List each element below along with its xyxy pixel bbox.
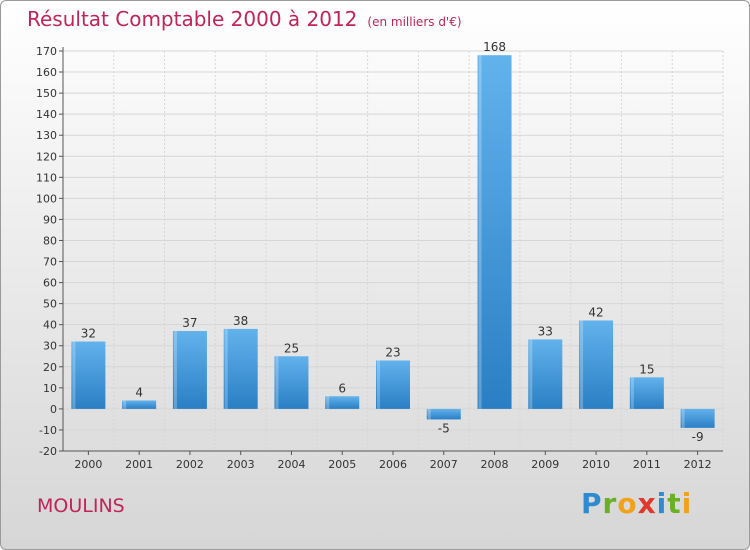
bar-highlight — [275, 356, 279, 409]
x-tick-label: 2011 — [633, 458, 661, 471]
y-tick-label: 80 — [43, 234, 57, 247]
bar-highlight — [377, 360, 380, 409]
x-tick-label: 2010 — [582, 458, 610, 471]
proxiti-logo-letter: i — [681, 487, 693, 520]
value-label: 23 — [385, 345, 400, 359]
y-tick-label: 130 — [36, 129, 57, 142]
x-tick-label: 2001 — [125, 458, 153, 471]
x-tick-label: 2009 — [531, 458, 559, 471]
y-tick-label: 90 — [43, 213, 57, 226]
bar-highlight — [173, 331, 177, 409]
x-tick-label: 2005 — [328, 458, 356, 471]
city-name: MOULINS — [37, 495, 125, 517]
y-tick-label: 160 — [36, 66, 57, 79]
y-tick-label: -10 — [39, 424, 57, 437]
value-label: 4 — [135, 385, 143, 399]
proxiti-logo-letter: o — [617, 487, 638, 520]
y-tick-label: 120 — [36, 150, 57, 163]
x-tick-label: 2006 — [379, 458, 407, 471]
x-tick-label: 2000 — [74, 458, 102, 471]
bar-highlight — [224, 328, 228, 409]
bar-highlight — [478, 55, 482, 409]
bars — [71, 55, 715, 428]
proxiti-logo-letter: r — [602, 487, 618, 520]
y-tick-label: 10 — [43, 382, 57, 395]
y-tick-label: 50 — [43, 298, 57, 311]
bar-highlight — [123, 400, 127, 409]
value-label: 42 — [588, 305, 603, 319]
y-tick-label: 170 — [36, 45, 57, 58]
labels: -20 -10 0 10 20 30 40 50 60 70 80 90 100 110 120 130 140… — [36, 40, 712, 471]
bar-highlight — [427, 408, 431, 420]
bar — [274, 356, 309, 409]
x-tick-label: 2008 — [481, 458, 509, 471]
chart-title: Résultat Comptable 2000 à 2012 (en millie… — [27, 7, 462, 31]
axes — [59, 47, 723, 455]
bar — [376, 360, 410, 409]
bar-highlight — [72, 341, 76, 409]
proxiti-logo[interactable]: Proxiti — [581, 487, 692, 520]
bar-highlight — [326, 396, 330, 409]
y-tick-label: 70 — [43, 256, 57, 269]
bar-highlight — [681, 408, 685, 428]
bar — [325, 396, 360, 409]
bar — [477, 55, 512, 409]
y-tick-label: 100 — [36, 192, 57, 205]
x-tick-label: 2003 — [227, 458, 255, 471]
bar — [579, 320, 614, 409]
y-tick-label: 0 — [50, 403, 57, 416]
y-tick-label: 110 — [36, 171, 57, 184]
y-tick-label: 20 — [43, 361, 57, 374]
proxiti-logo-letter: P — [581, 487, 603, 520]
proxiti-logo-letter: t — [667, 487, 682, 520]
bar — [71, 341, 106, 409]
y-tick-label: 40 — [43, 319, 57, 332]
bar — [172, 331, 207, 409]
value-label: 32 — [81, 327, 96, 341]
bar-highlight — [529, 339, 533, 409]
bar-highlight — [580, 320, 584, 409]
x-tick-label: 2007 — [430, 458, 458, 471]
y-tick-label: 140 — [36, 108, 57, 121]
value-label: 168 — [483, 40, 506, 54]
value-label: 15 — [639, 362, 654, 376]
value-label: -9 — [692, 430, 704, 444]
y-tick-label: 30 — [43, 340, 57, 353]
x-tick-label: 2002 — [176, 458, 204, 471]
bar-highlight — [630, 377, 634, 409]
bar — [122, 400, 157, 409]
value-label: 38 — [233, 314, 248, 328]
proxiti-logo-letter: x — [637, 487, 657, 520]
y-tick-label: -20 — [39, 445, 57, 458]
chart-title-text: Résultat Comptable 2000 à 2012 — [27, 7, 358, 31]
x-tick-label: 2012 — [684, 458, 712, 471]
proxiti-logo-letter: i — [656, 487, 668, 520]
bar — [680, 408, 715, 428]
value-label: 25 — [284, 341, 299, 355]
bar — [223, 328, 258, 409]
y-tick-label: 60 — [43, 277, 57, 290]
value-label: 37 — [182, 316, 197, 330]
y-tick-label: 150 — [36, 87, 57, 100]
bar — [629, 377, 664, 409]
x-tick-label: 2004 — [277, 458, 305, 471]
value-label: 33 — [538, 324, 553, 338]
bar — [528, 339, 563, 409]
value-label: -5 — [438, 421, 450, 435]
bar — [426, 408, 461, 420]
value-label: 6 — [338, 381, 346, 395]
chart-unit-note: (en milliers d'€) — [367, 15, 462, 29]
